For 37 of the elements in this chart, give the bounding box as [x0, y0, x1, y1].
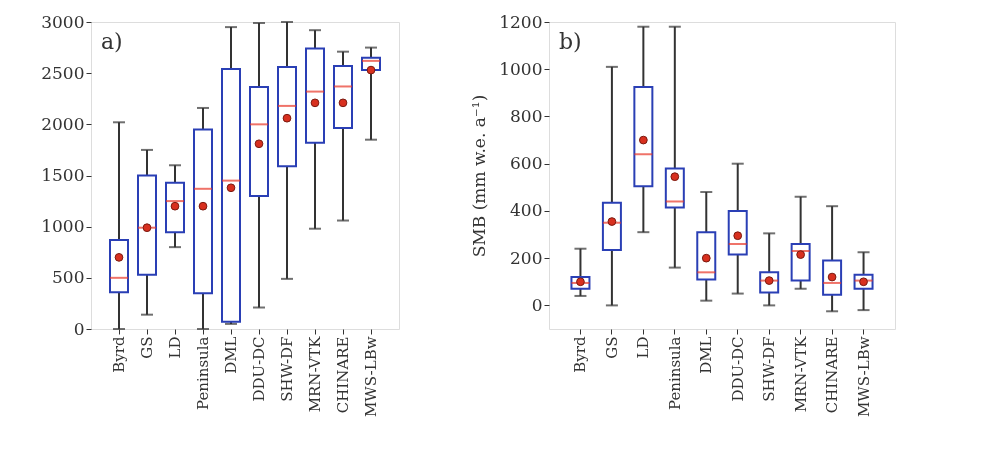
y-tick-label: 400	[510, 200, 543, 221]
y-tick-label: 1200	[499, 11, 543, 32]
x-tick-label: LD	[634, 336, 653, 359]
y-axis-title: SMB (mm w.e. a⁻¹)	[469, 94, 490, 258]
x-tick-label: SHW-DF	[760, 336, 779, 402]
x-tick-label: MRN-VTK	[791, 335, 810, 413]
x-tick-label: Byrd	[110, 336, 128, 373]
x-tick-label: MWS-LBw	[362, 336, 380, 417]
annotation: b)	[559, 29, 582, 54]
y-tick-label: 1500	[41, 165, 85, 185]
x-tick-label: DDU-DC	[728, 336, 747, 402]
x-tick-label: LD	[166, 336, 184, 359]
x-tick-label: SHW-DF	[278, 336, 296, 402]
x-tick-label: MRN-VTK	[306, 335, 324, 413]
x-tick-label: Peninsula	[665, 336, 684, 411]
y-tick-label: 800	[510, 105, 543, 126]
y-tick-label: 1000	[499, 58, 543, 79]
y-tick-label: 500	[52, 267, 85, 288]
y-tick-label: 0	[531, 294, 543, 315]
x-tick-label: CHINARE	[334, 336, 352, 414]
x-tick-label: DML	[222, 336, 240, 374]
x-tick-label: GS	[138, 336, 156, 359]
y-tick-label: 0	[73, 318, 85, 339]
y-tick-label: 1000	[41, 216, 85, 237]
x-tick-label: Byrd	[571, 336, 590, 373]
y-tick-label: 3000	[41, 11, 85, 32]
x-tick-label: DDU-DC	[250, 336, 268, 402]
y-tick-label: 2000	[41, 113, 85, 134]
x-tick-label: Peninsula	[194, 336, 212, 411]
y-tick-label: 200	[510, 247, 543, 268]
x-tick-label: CHINARE	[823, 336, 842, 414]
y-tick-label: 600	[510, 153, 543, 174]
y-tick-label: 2500	[41, 62, 85, 83]
x-tick-label: GS	[602, 336, 621, 359]
x-tick-label: MWS-LBw	[854, 336, 873, 417]
annotation: a)	[101, 29, 123, 54]
x-tick-label: DML	[697, 336, 716, 374]
